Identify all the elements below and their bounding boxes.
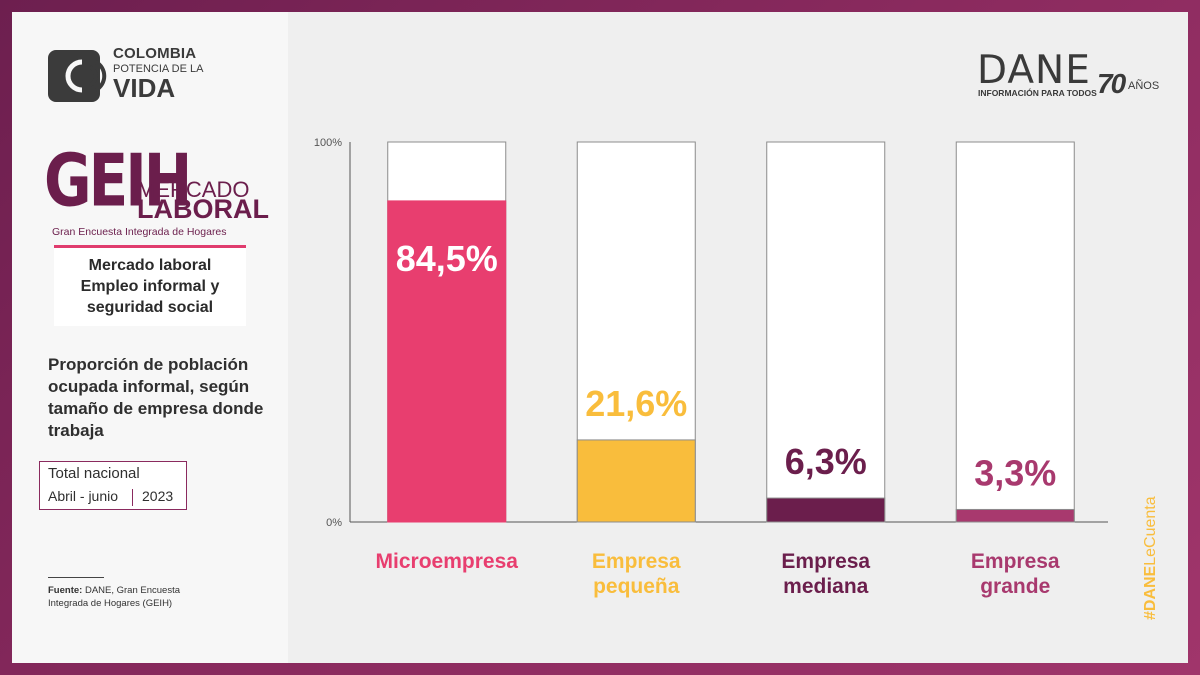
data-label: 3,3% bbox=[974, 452, 1056, 493]
topic-line: Empleo informal y bbox=[80, 278, 220, 295]
bar bbox=[766, 497, 886, 523]
topic-text: Mercado laboral Empleo informal y seguri… bbox=[54, 248, 246, 318]
data-label: 21,6% bbox=[585, 383, 687, 424]
dane-70-logo: 70 bbox=[1097, 68, 1126, 99]
source-label: Fuente: bbox=[48, 585, 83, 596]
topic-line: Mercado laboral bbox=[88, 257, 212, 274]
category-label-line: Empresa bbox=[781, 550, 870, 573]
hashtag-rest: LeCuenta bbox=[1142, 496, 1159, 565]
source-text: DANE, Gran Encuesta Integrada de Hogares… bbox=[48, 585, 180, 609]
source-note: Fuente: DANE, Gran Encuesta Integrada de… bbox=[48, 584, 218, 610]
category-label-line: pequeña bbox=[593, 575, 680, 598]
scope-year: 2023 bbox=[142, 488, 174, 504]
chart-title: Proporción de población ocupada informal… bbox=[48, 355, 264, 440]
y-tick-label: 0% bbox=[326, 517, 342, 529]
chart-bars bbox=[387, 141, 1075, 523]
bar bbox=[387, 200, 507, 523]
colombia-logo-line2: POTENCIA DE LA bbox=[113, 63, 204, 75]
scope-box: Total nacional Abril - junio 2023 bbox=[39, 461, 187, 510]
topic-line: seguridad social bbox=[86, 299, 214, 316]
hashtag-vertical: #DANELeCuenta bbox=[1142, 496, 1159, 620]
bar-background bbox=[955, 141, 1075, 523]
geih-logo-laboral: LABORAL bbox=[137, 194, 269, 224]
colombia-logo-line3: VIDA bbox=[113, 73, 176, 103]
category-label: Empresa pequeña bbox=[592, 550, 681, 598]
data-label: 6,3% bbox=[785, 441, 867, 482]
hashtag-bold: #DANE bbox=[1142, 565, 1159, 620]
category-label: Empresa grande bbox=[971, 550, 1060, 598]
colombia-logo-icon bbox=[48, 50, 107, 102]
geih-logo-mercado: MERCADO bbox=[137, 177, 250, 202]
topic-box: Mercado laboral Empleo informal y seguri… bbox=[54, 245, 246, 326]
bar bbox=[955, 508, 1075, 523]
geih-logo: GEIH bbox=[44, 138, 192, 223]
data-label: 84,5% bbox=[396, 238, 498, 279]
category-label-line: Microempresa bbox=[376, 550, 519, 573]
bar-background bbox=[766, 141, 886, 523]
scope-region: Total nacional bbox=[48, 465, 140, 482]
category-label-line: Empresa bbox=[971, 550, 1060, 573]
sidebar bbox=[12, 12, 288, 663]
scope-period: Abril - junio bbox=[48, 488, 119, 504]
category-label: Microempresa bbox=[376, 550, 519, 573]
scope-divider bbox=[132, 489, 133, 506]
bar bbox=[576, 439, 696, 523]
dane-anos-label: AÑOS bbox=[1128, 80, 1160, 92]
category-label: Empresa mediana bbox=[781, 550, 870, 598]
dane-logo: DANE bbox=[977, 48, 1091, 93]
dane-logo-subtitle: INFORMACIÓN PARA TODOS bbox=[978, 88, 1097, 98]
source-divider bbox=[48, 577, 104, 578]
category-label-line: Empresa bbox=[592, 550, 681, 573]
colombia-logo-line1: COLOMBIA bbox=[113, 45, 197, 62]
geih-logo-subtitle: Gran Encuesta Integrada de Hogares bbox=[52, 226, 227, 238]
category-label-line: mediana bbox=[783, 575, 869, 598]
y-tick-label: 100% bbox=[314, 137, 342, 149]
category-label-line: grande bbox=[980, 575, 1050, 598]
svg-text:#DANELeCuenta: #DANELeCuenta bbox=[1142, 496, 1159, 620]
